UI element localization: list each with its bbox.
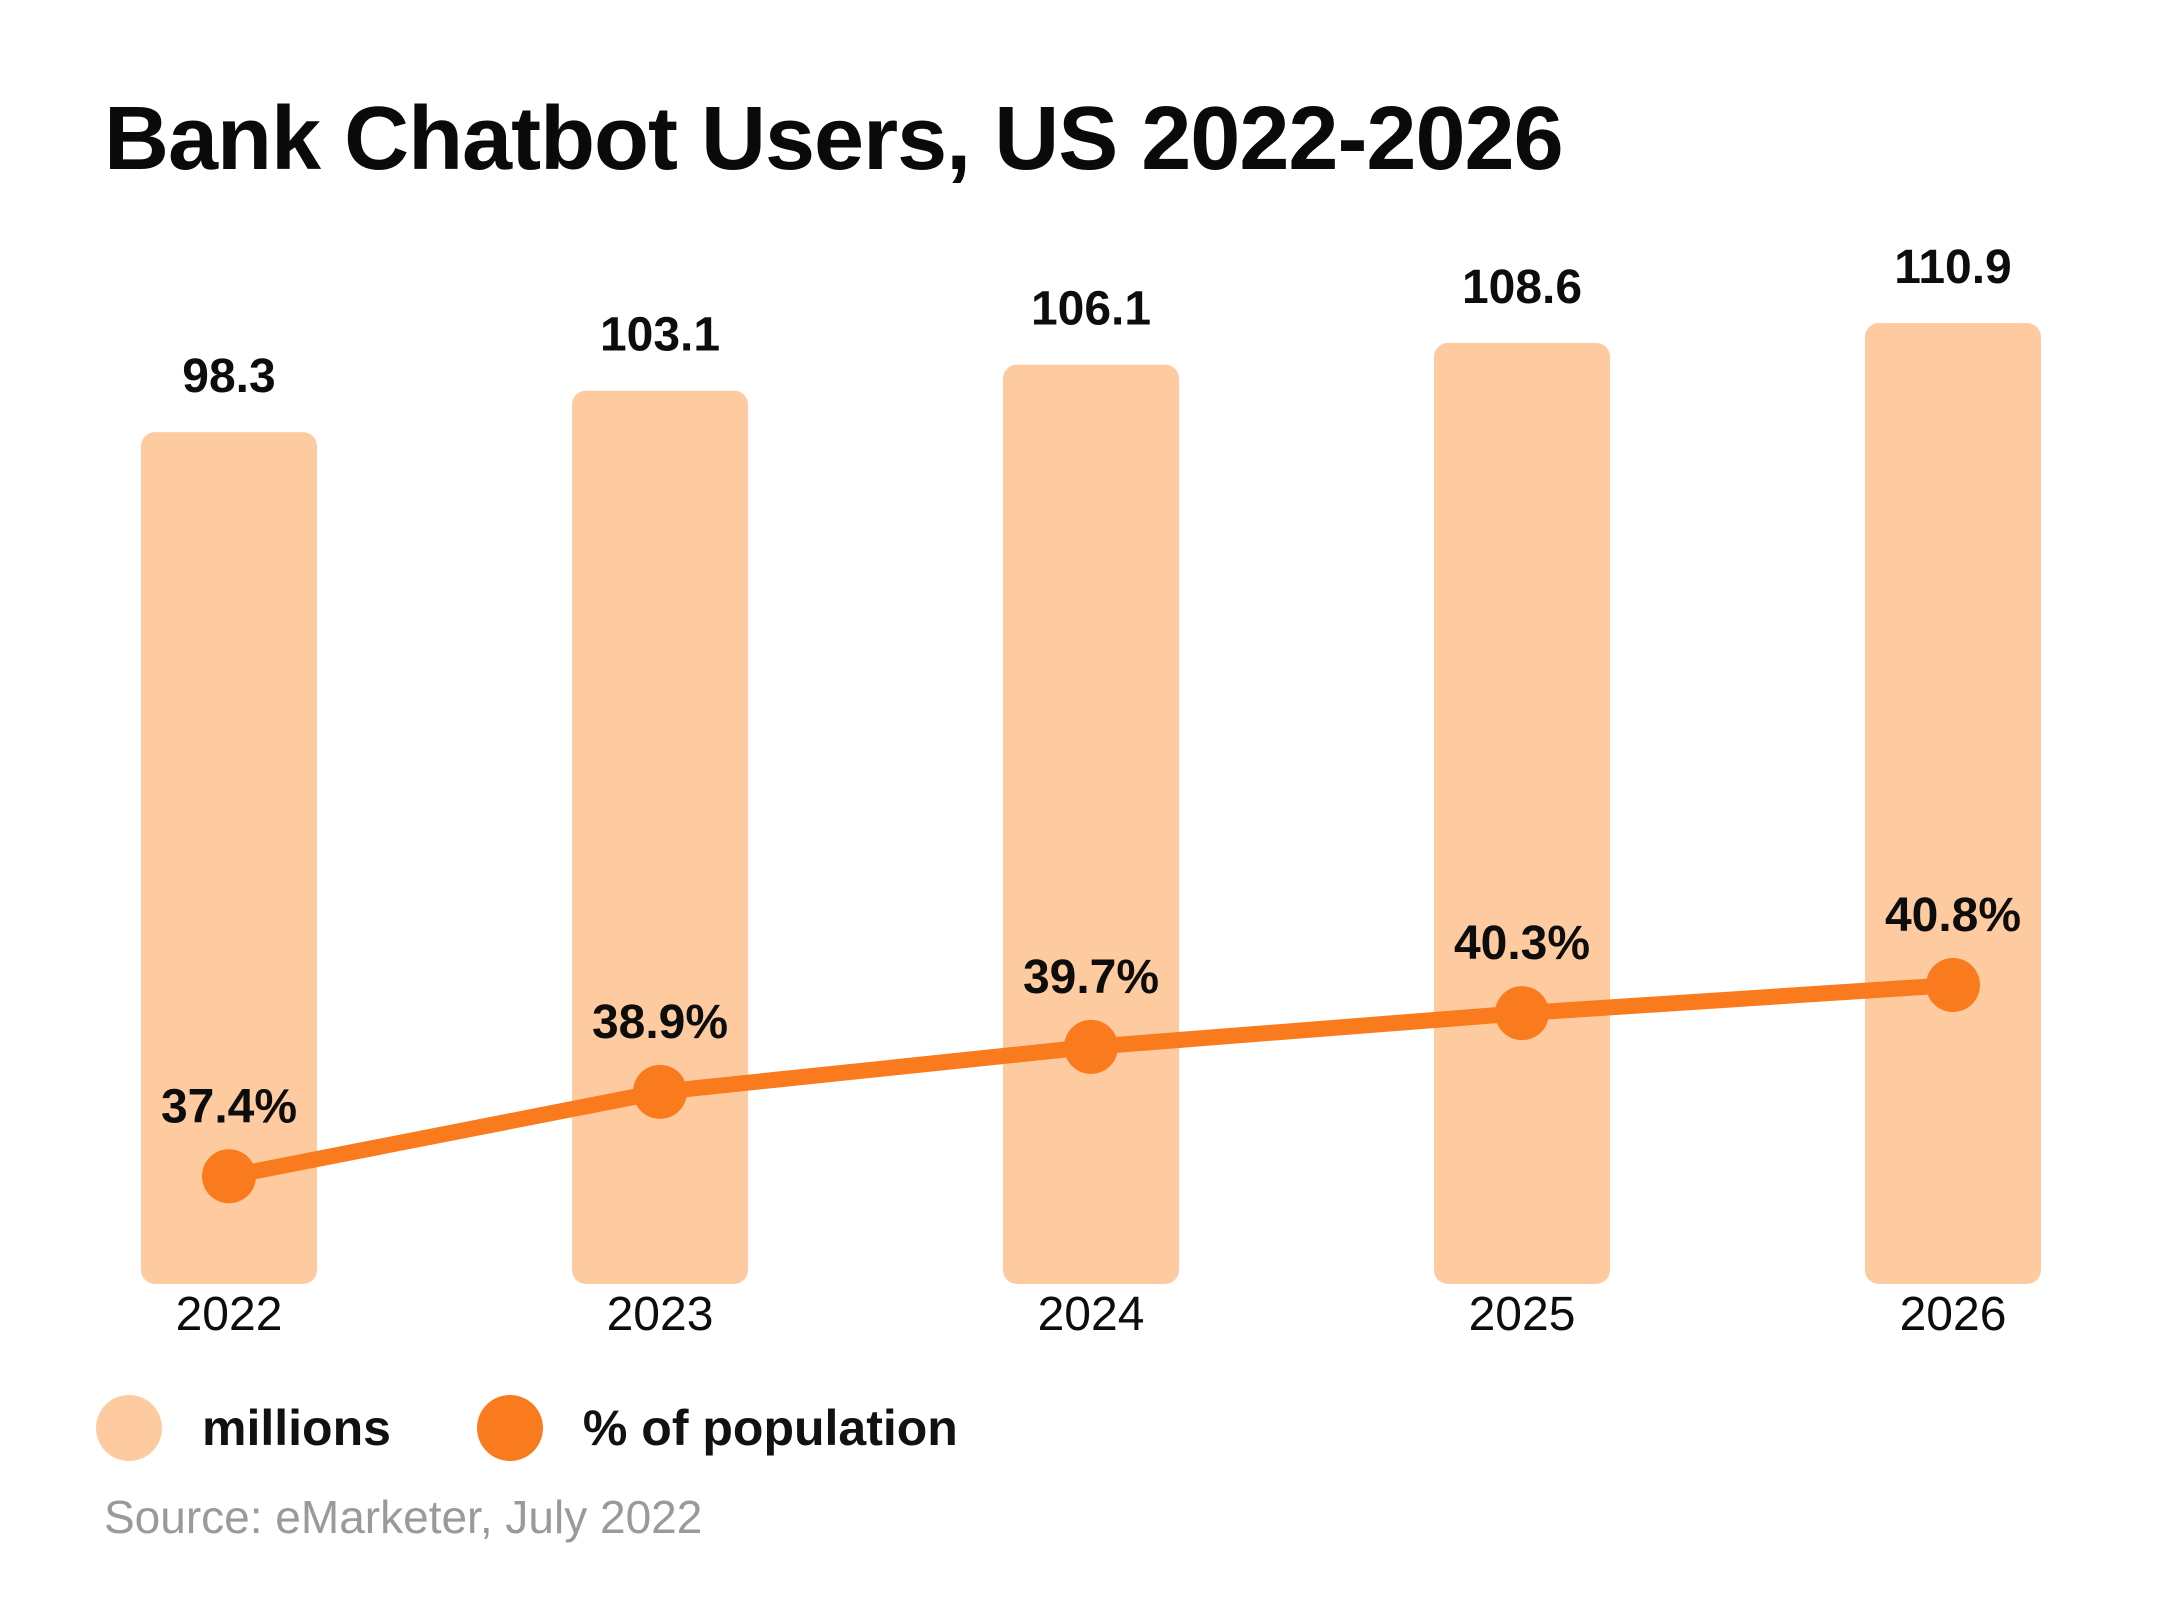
bar-value-label-2023: 103.1	[600, 309, 720, 362]
legend-swatch-population	[476, 1395, 543, 1461]
bar-value-label-2026: 110.9	[1894, 241, 2011, 294]
legend-label-millions: millions	[202, 1400, 391, 1456]
legend-item-population: % of population	[476, 1395, 958, 1461]
line-value-label-2025: 40.3%	[1454, 917, 1590, 970]
line-value-label-2024: 39.7%	[1023, 951, 1159, 1004]
chart-title: Bank Chatbot Users, US 2022-2026	[104, 89, 1564, 189]
legend-item-millions: millions	[96, 1395, 391, 1461]
bar-2022	[141, 432, 317, 1285]
bar-2024	[1003, 364, 1179, 1284]
x-tick-label-2022: 2022	[176, 1288, 283, 1341]
x-tick-label-2025: 2025	[1469, 1288, 1576, 1341]
line-point-2026	[1926, 958, 1980, 1012]
legend-swatch-millions	[96, 1395, 162, 1461]
line-point-2022	[202, 1149, 256, 1204]
x-tick-label-2024: 2024	[1038, 1288, 1145, 1341]
line-value-label-2026: 40.8%	[1885, 889, 2021, 942]
bar-2023	[572, 390, 748, 1284]
line-value-label-2023: 38.9%	[592, 996, 728, 1049]
x-tick-label-2023: 2023	[607, 1288, 714, 1341]
line-point-2025	[1495, 986, 1549, 1041]
x-tick-label-2026: 2026	[1900, 1288, 2007, 1341]
source-note: Source: eMarketer, July 2022	[104, 1491, 703, 1543]
legend-label-population: % of population	[582, 1400, 958, 1456]
line-point-2023	[633, 1064, 687, 1119]
bar-value-label-2024: 106.1	[1031, 283, 1151, 336]
bar-2026	[1865, 323, 2041, 1284]
legend: millions % of population	[96, 1388, 1044, 1468]
bar-value-label-2025: 108.6	[1462, 261, 1582, 314]
bar-2025	[1434, 342, 1610, 1285]
line-point-2024	[1064, 1019, 1118, 1074]
line-value-label-2022: 37.4%	[161, 1080, 297, 1133]
bar-value-label-2022: 98.3	[182, 350, 275, 403]
